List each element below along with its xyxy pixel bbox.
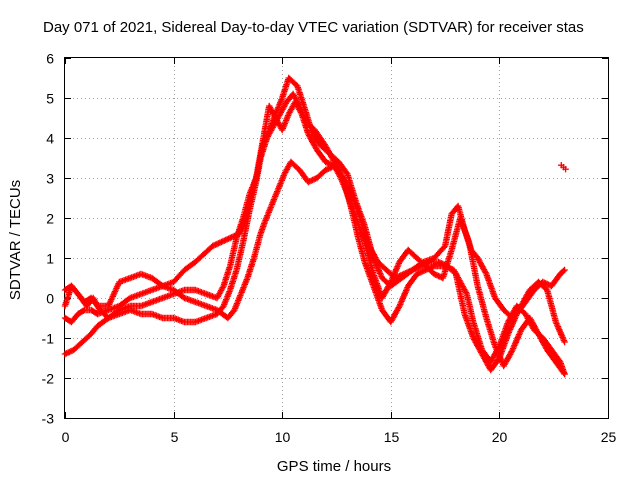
y-tick-label: 3 bbox=[46, 171, 54, 187]
data-markers bbox=[61, 74, 569, 378]
series-markers-isolated bbox=[558, 162, 569, 173]
y-axis-label: SDTVAR / TECUs bbox=[7, 180, 24, 300]
y-tick-label: 4 bbox=[46, 131, 54, 147]
chart-title: Day 071 of 2021, Sidereal Day-to-day VTE… bbox=[43, 19, 584, 36]
y-tick-label: 6 bbox=[46, 51, 54, 67]
y-tick-label: 0 bbox=[46, 291, 54, 307]
y-tick-label: 2 bbox=[46, 211, 54, 227]
x-tick-label: 10 bbox=[275, 429, 291, 445]
plot-frame bbox=[64, 57, 609, 419]
gridlines bbox=[65, 58, 608, 418]
axis-ticks: 0 5 10 15 20 25 -3 -2 -1 0 1 2 3 4 5 6 bbox=[42, 51, 617, 446]
x-tick-label: 25 bbox=[601, 429, 617, 445]
y-tick-label: 5 bbox=[46, 91, 54, 107]
x-tick-label: 20 bbox=[492, 429, 508, 445]
x-axis-label: GPS time / hours bbox=[277, 458, 391, 475]
x-tick-label: 0 bbox=[62, 429, 70, 445]
y-tick-label: -3 bbox=[42, 411, 55, 427]
x-tick-label: 5 bbox=[171, 429, 179, 445]
series-markers-track-d bbox=[61, 158, 568, 374]
x-tick-label: 15 bbox=[384, 429, 400, 445]
y-tick-label: -2 bbox=[42, 371, 55, 387]
y-tick-label: -1 bbox=[42, 331, 55, 347]
y-tick-label: 1 bbox=[46, 251, 54, 267]
